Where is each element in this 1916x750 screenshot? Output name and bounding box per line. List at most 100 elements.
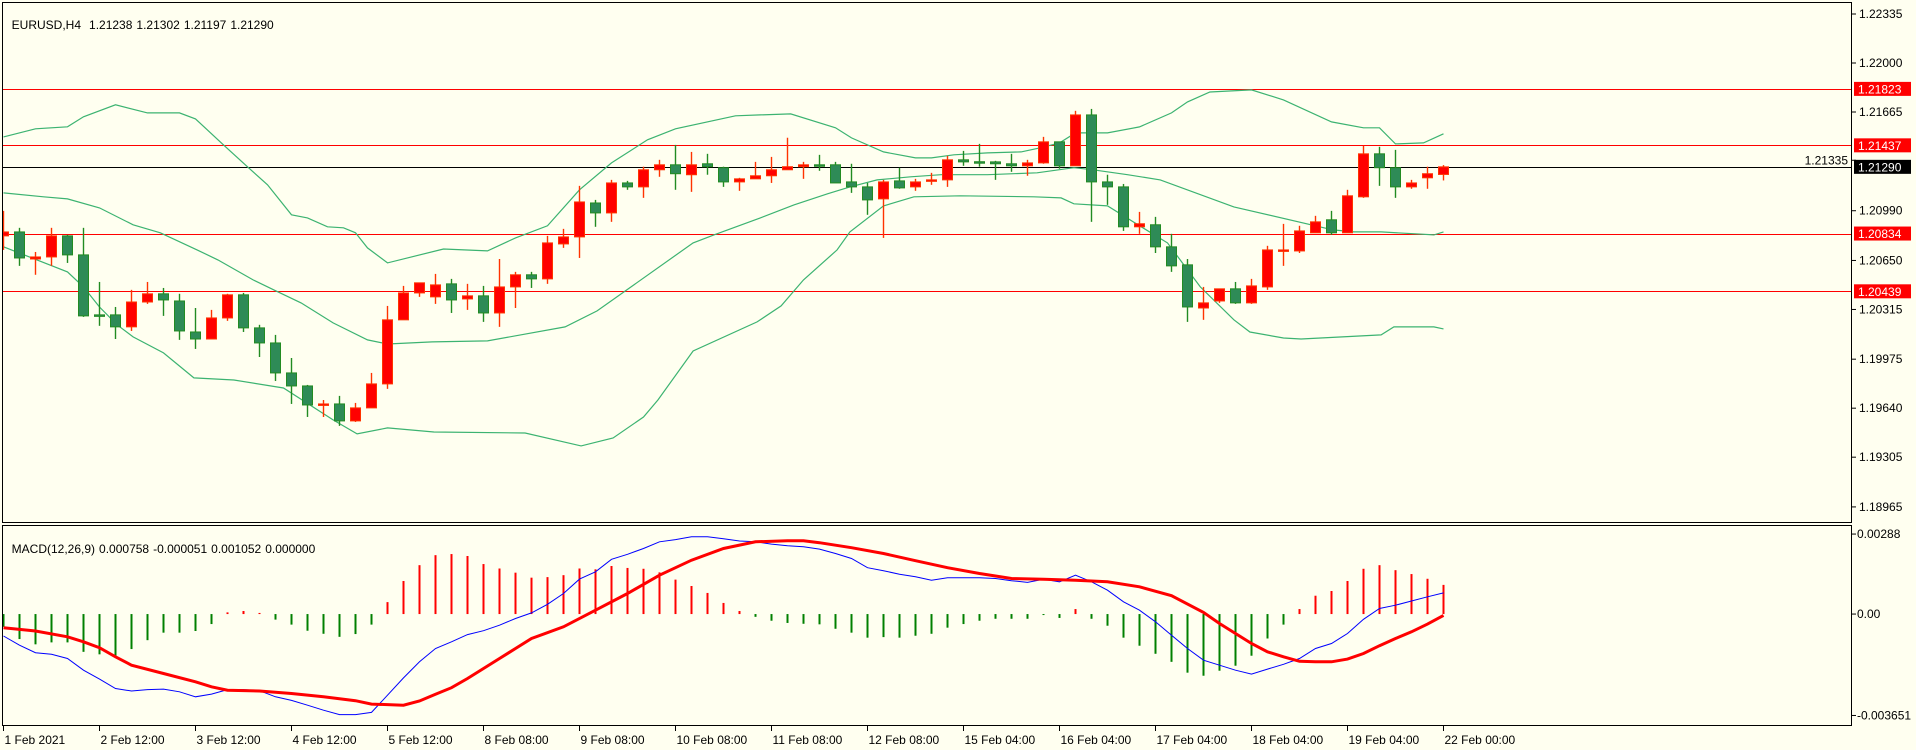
candle-body [238,294,249,329]
bear-candle [1102,174,1113,205]
macd-tick-label: 0.00 [1857,607,1881,621]
histogram-bar-negative [178,614,181,633]
macd-lines [3,536,1445,716]
histogram-bar-negative [818,614,821,625]
candle-body [174,300,185,332]
candle-body [1390,167,1401,188]
bull-candle [1422,166,1433,189]
price-tick-label: 1.22335 [1859,7,1903,21]
bull-candle [878,179,889,238]
histogram-bar-negative [1122,614,1125,638]
bull-candle [1342,189,1353,234]
bull-candle [1438,165,1449,181]
bull-candle [222,293,233,321]
bull-candle [638,166,649,198]
candle-body [734,178,745,183]
histogram-bar-positive [402,581,405,615]
bull-candle [1070,110,1081,167]
candle-body [222,294,233,319]
candle-body [1086,114,1097,183]
price-tick-label: 1.18965 [1859,500,1903,514]
candle-body [1326,219,1337,234]
bear-candle [1374,146,1385,186]
bear-candle [158,287,169,316]
candle-body [702,163,713,168]
candle-body [350,407,361,422]
candle-body [446,283,457,301]
bear-candle [1230,281,1241,304]
candle-body [670,164,681,175]
level-label: 1.21437 [1858,139,1902,153]
time-tick-label: 5 Feb 12:00 [389,733,453,747]
histogram-bar-negative [1202,614,1205,676]
symbol-timeframe: EURUSD,H4 [11,18,82,32]
bear-candle [622,180,633,190]
candle-body [190,331,201,340]
bear-candle [1182,258,1193,322]
candle-body [142,293,153,303]
histogram-bar-negative [354,614,357,635]
histogram-bar-positive [1378,565,1381,615]
bull-candle [430,273,441,304]
macd-pane[interactable] [2,525,1852,726]
histogram-bar-positive [1394,570,1397,615]
candle-body [510,274,521,288]
bull-candle [1038,136,1049,164]
time-tick-label: 8 Feb 08:00 [485,733,549,747]
candle-body [1230,288,1241,304]
histogram-bar-negative [978,614,981,621]
price-tick-label: 1.20315 [1859,302,1903,316]
candle-body [814,164,825,167]
bull-candle [1198,286,1209,320]
bear-candle [974,143,985,167]
histogram-bar-negative [962,614,965,625]
candle-body [606,182,617,214]
candle-body [654,164,665,171]
bull-candle [926,172,937,185]
candle-body [286,372,297,387]
histogram-bar-negative [754,614,757,617]
time-tick-label: 16 Feb 04:00 [1061,733,1132,747]
bollinger-middle-band [3,167,1444,345]
histogram-bar-negative [946,614,949,628]
histogram-bar-positive [674,579,677,615]
low-value: 1.21197 [183,18,227,32]
bear-candle [1054,141,1065,169]
histogram-bar-negative [274,614,277,620]
candle-body [542,242,553,280]
histogram-bar-positive [498,568,501,615]
current-price-label: 1.21290 [1858,160,1902,174]
candle-body [798,164,809,168]
bear-candle [270,334,281,381]
bull-candle [558,228,569,248]
bull-candle [750,161,761,180]
bear-candle [814,154,825,171]
histogram-bar-negative [1106,614,1109,626]
candle-body [846,181,857,188]
candle-body [14,231,25,259]
histogram-bar-negative [930,614,933,634]
candle-body [1214,288,1225,302]
histogram-bar-positive [1314,595,1317,615]
candle-body [718,167,729,183]
price-pane[interactable] [0,2,1852,523]
time-tick-label: 3 Feb 12:00 [197,733,261,747]
level-label-bg [1854,138,1911,153]
bear-candle [446,278,457,313]
bull-candle [1262,245,1273,290]
histogram-bar-positive [722,602,725,615]
histogram-bar-positive [450,554,453,615]
candle-body [910,181,921,188]
time-tick-label: 9 Feb 08:00 [581,733,645,747]
histogram-bar-negative [322,614,325,634]
candle-body [862,186,873,201]
candle-body [1294,230,1305,252]
candle-body [366,383,377,409]
level-label: 1.20439 [1858,285,1902,299]
time-tick-label: 18 Feb 04:00 [1253,733,1324,747]
bull-candle [382,305,393,389]
price-tick-label: 1.20990 [1859,204,1903,218]
bear-candle [94,281,105,326]
price-tick-label: 1.19305 [1859,450,1903,464]
